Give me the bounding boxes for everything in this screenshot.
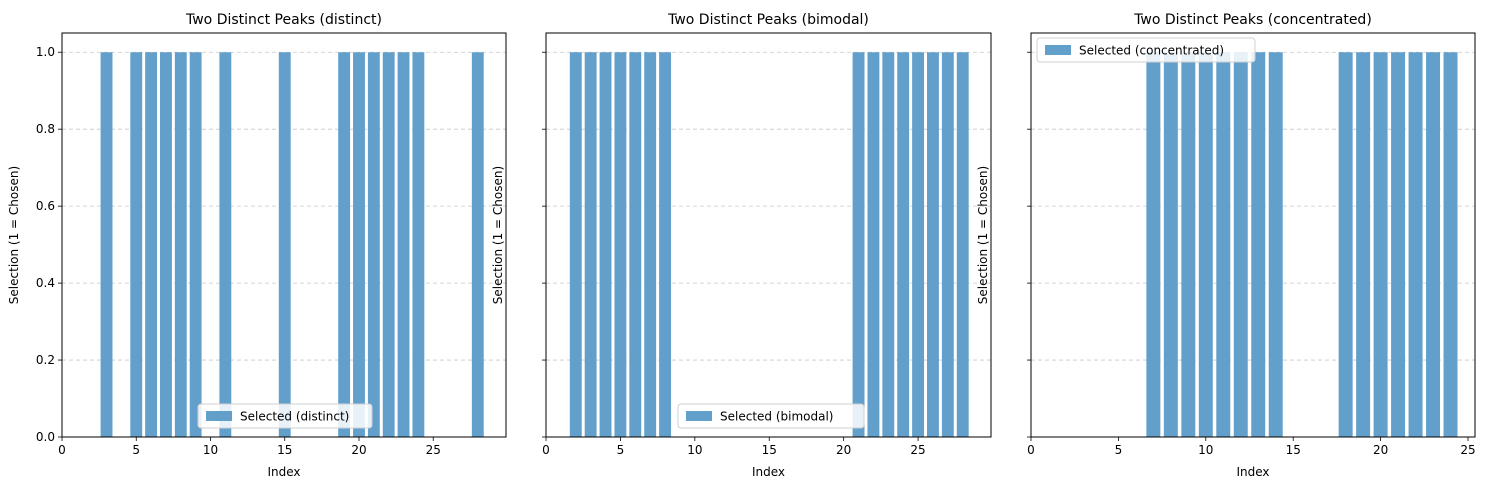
x-axis-label: Index bbox=[267, 465, 300, 479]
chart-panel-1: 0 5 10 15 20 25 0.0 0.2 0.4 0.6 0.8 1.0 Two Distinct… bbox=[7, 12, 507, 479]
bar bbox=[471, 52, 484, 437]
bar bbox=[867, 52, 880, 437]
bar bbox=[1251, 52, 1266, 437]
x-tick-label: 20 bbox=[1373, 443, 1388, 457]
bar bbox=[644, 52, 657, 437]
bar bbox=[897, 52, 910, 437]
legend-swatch bbox=[206, 411, 232, 421]
x-tick-label: 15 bbox=[277, 443, 292, 457]
bar bbox=[614, 52, 627, 437]
bar bbox=[1163, 52, 1178, 437]
bar bbox=[397, 52, 410, 437]
bar bbox=[659, 52, 672, 437]
x-axis-label: Index bbox=[752, 465, 785, 479]
bar bbox=[1198, 52, 1213, 437]
x-tick-label: 20 bbox=[836, 443, 851, 457]
y-tick-label: 0.4 bbox=[36, 276, 55, 290]
bar bbox=[1268, 52, 1283, 437]
chart-panel-2: 0 5 10 15 20 25 Two Distinct Peaks (bimodal) In… bbox=[491, 12, 992, 479]
legend-swatch bbox=[1045, 45, 1071, 55]
bar bbox=[569, 52, 582, 437]
x-tick-label: 25 bbox=[1460, 443, 1475, 457]
y-tick-label: 0.0 bbox=[36, 430, 55, 444]
bar bbox=[1233, 52, 1248, 437]
y-tick-label: 1.0 bbox=[36, 45, 55, 59]
legend-box bbox=[677, 403, 865, 429]
plot-frame bbox=[61, 32, 507, 438]
plot-frame bbox=[545, 32, 992, 438]
x-tick-label: 10 bbox=[1198, 443, 1213, 457]
bar bbox=[912, 52, 925, 437]
legend: Selected (distinct) bbox=[197, 403, 373, 429]
bar bbox=[956, 52, 969, 437]
bar bbox=[1373, 52, 1388, 437]
legend-swatch bbox=[686, 411, 712, 421]
bar bbox=[599, 52, 612, 437]
bar bbox=[189, 52, 202, 437]
chart-title: Two Distinct Peaks (bimodal) bbox=[667, 12, 869, 28]
y-tick-label: 0.2 bbox=[36, 353, 55, 367]
bar bbox=[1426, 52, 1441, 437]
chart-title: Two Distinct Peaks (distinct) bbox=[185, 12, 382, 28]
x-tick-label: 0 bbox=[1027, 443, 1035, 457]
x-tick-label: 5 bbox=[1115, 443, 1123, 457]
x-tick-label: 25 bbox=[426, 443, 441, 457]
x-tick-label: 0 bbox=[58, 443, 66, 457]
bar bbox=[100, 52, 113, 437]
bar bbox=[584, 52, 597, 437]
bar bbox=[338, 52, 351, 437]
bar bbox=[852, 52, 865, 437]
y-axis-label: Selection (1 = Chosen) bbox=[7, 166, 21, 304]
y-axis-label: Selection (1 = Chosen) bbox=[491, 166, 505, 304]
bar bbox=[174, 52, 187, 437]
bar bbox=[353, 52, 365, 437]
bar bbox=[1216, 52, 1231, 437]
bar bbox=[882, 52, 895, 437]
x-tick-label: 20 bbox=[351, 443, 366, 457]
bar bbox=[219, 52, 232, 437]
legend-label: Selected (distinct) bbox=[240, 410, 349, 424]
bar bbox=[145, 52, 158, 437]
bar bbox=[1391, 52, 1406, 437]
x-tick-label: 10 bbox=[203, 443, 218, 457]
bar bbox=[278, 52, 291, 437]
bar bbox=[412, 52, 425, 437]
x-tick-label: 5 bbox=[132, 443, 140, 457]
bar bbox=[367, 52, 380, 437]
legend: Selected (bimodal) bbox=[677, 403, 865, 429]
x-tick-label: 15 bbox=[1286, 443, 1301, 457]
legend-label: Selected (concentrated) bbox=[1079, 44, 1224, 58]
legend-box bbox=[1036, 37, 1256, 63]
bar bbox=[1443, 52, 1458, 437]
chart-title: Two Distinct Peaks (concentrated) bbox=[1133, 12, 1372, 28]
legend: Selected (concentrated) bbox=[1036, 37, 1256, 63]
bar bbox=[382, 52, 395, 437]
bar bbox=[160, 52, 172, 437]
bar bbox=[1338, 52, 1353, 437]
plot-frame bbox=[1030, 32, 1476, 438]
bar bbox=[1408, 52, 1423, 437]
bar bbox=[1356, 52, 1371, 437]
bar bbox=[1146, 52, 1161, 437]
x-tick-label: 5 bbox=[617, 443, 625, 457]
y-axis-label: Selection (1 = Chosen) bbox=[976, 166, 990, 304]
legend-label: Selected (bimodal) bbox=[720, 410, 833, 424]
bar bbox=[1181, 52, 1196, 437]
chart-panel-3: 0 5 10 15 20 25 Two Distinct Peaks (concentrat… bbox=[976, 12, 1476, 479]
y-tick-label: 0.6 bbox=[36, 199, 55, 213]
bar bbox=[629, 52, 642, 437]
bar bbox=[941, 52, 954, 437]
y-tick-label: 0.8 bbox=[36, 122, 55, 136]
legend-box bbox=[197, 403, 373, 429]
x-tick-label: 0 bbox=[542, 443, 550, 457]
bar bbox=[927, 52, 939, 437]
x-tick-label: 25 bbox=[910, 443, 925, 457]
bar bbox=[130, 52, 143, 437]
x-tick-label: 15 bbox=[762, 443, 777, 457]
x-tick-label: 10 bbox=[687, 443, 702, 457]
x-axis-label: Index bbox=[1236, 465, 1269, 479]
